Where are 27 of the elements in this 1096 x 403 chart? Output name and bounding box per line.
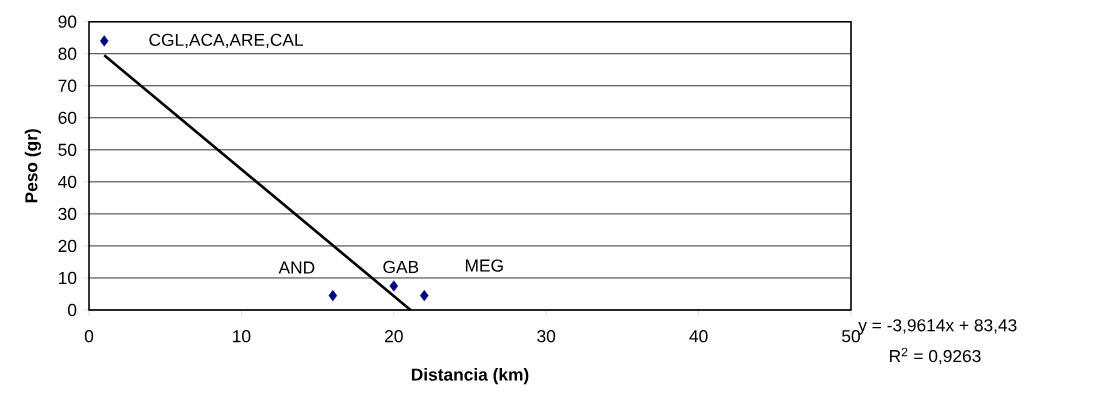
text: R$^{2}$ = 0,9263 [890,347,981,365]
y-tick-label: 20 [58,239,77,253]
annotation: CGL,ACA,ARE,CAL [149,33,304,49]
point [99,35,109,47]
point [328,289,338,302]
x-tick-label: 0 [84,330,94,343]
annotation: GAB [383,260,419,274]
x-tick-label: 20 [385,330,403,343]
y-tick-label: 30 [58,207,77,221]
x-tick-label: 40 [689,330,708,343]
y-tick-label: 60 [58,111,77,124]
y-tick-label: 50 [58,143,77,156]
annotation: MEG [465,259,503,272]
y-tick-label: 70 [58,79,77,92]
y-tick-label: 0 [68,303,77,317]
y-tick-label: 90 [58,15,77,28]
x-tick-label: 30 [537,330,556,343]
point [389,280,399,292]
y-axis-title: Peso (gr) [24,129,41,203]
x-tick-label: 50 [842,330,860,343]
annotation: AND [278,261,315,274]
y-tick-label: 10 [59,271,77,285]
text: y = -3,9614x + 83,43 [858,319,1017,335]
x-tick-label: 10 [233,330,251,343]
x-axis-title: Distancia (km) [411,368,529,385]
y-tick-label: 40 [58,175,77,188]
y-tick-label: 80 [58,47,77,60]
